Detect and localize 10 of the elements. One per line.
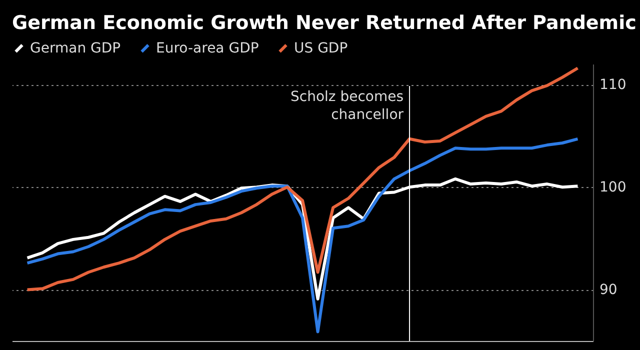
y-tick-label: 90 xyxy=(600,282,618,298)
line-series xyxy=(26,66,580,292)
legend-label: German GDP xyxy=(30,40,121,56)
annotation: Scholz becomes chancellor xyxy=(290,89,404,123)
chart-title: German Economic Growth Never Returned After Pandemic xyxy=(12,12,636,34)
y-tick-label: 100 xyxy=(600,180,626,196)
y-tick-label: 110 xyxy=(600,77,626,94)
line-series xyxy=(26,137,580,334)
legend-label: Euro-area GDP xyxy=(156,40,259,56)
legend-label: US GDP xyxy=(294,40,348,56)
